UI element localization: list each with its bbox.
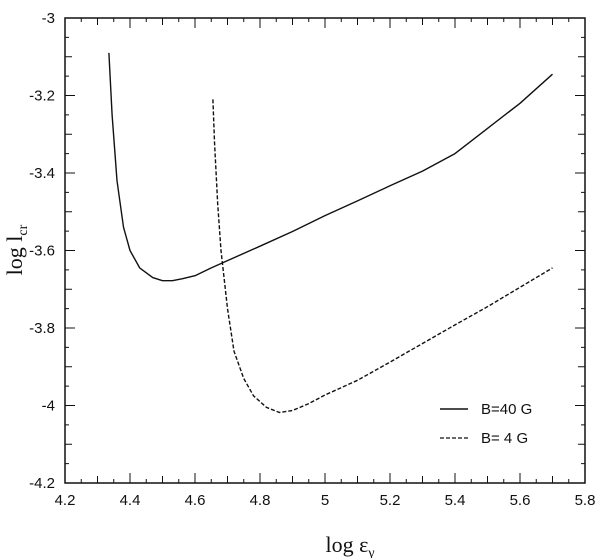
x-tick-label: 5.8 xyxy=(575,492,596,509)
legend-label-b4: B= 4 G xyxy=(481,430,528,447)
x-tick-labels: 4.2 4.4 4.6 4.8 5 5.2 5.4 5.6 5.8 xyxy=(55,492,596,509)
y-tick-label: -4.2 xyxy=(29,475,55,492)
x-tick-label: 5.6 xyxy=(510,492,531,509)
y-tick-label: -4 xyxy=(42,398,55,415)
y-tick-label: -3.4 xyxy=(29,165,55,182)
x-tick-label: 5.4 xyxy=(445,492,466,509)
y-tick-labels: -3 -3.2 -3.4 -3.6 -3.8 -4 -4.2 xyxy=(29,10,55,492)
y-tick-label: -3.6 xyxy=(29,243,55,260)
legend-label-b40: B=40 G xyxy=(481,401,532,418)
x-axis-title: log εγ xyxy=(325,532,374,558)
series-lines xyxy=(108,52,553,414)
x-tick-label: 5.2 xyxy=(380,492,401,509)
y-tick-label: -3 xyxy=(42,10,55,27)
y-tick-label: -3.8 xyxy=(29,320,55,337)
plot-frame xyxy=(64,17,586,484)
axis-ticks xyxy=(64,17,586,484)
series-line-b40 xyxy=(108,52,553,282)
x-tick-label: 4.2 xyxy=(55,492,76,509)
x-tick-label: 5 xyxy=(321,492,329,509)
legend: B=40 G B= 4 G xyxy=(440,401,532,447)
x-tick-label: 4.8 xyxy=(250,492,271,509)
y-axis-title: log lcr xyxy=(2,224,31,275)
y-tick-label: -3.2 xyxy=(29,88,55,105)
series-line-b4 xyxy=(212,99,553,414)
x-tick-label: 4.6 xyxy=(185,492,206,509)
x-tick-label: 4.4 xyxy=(120,492,141,509)
